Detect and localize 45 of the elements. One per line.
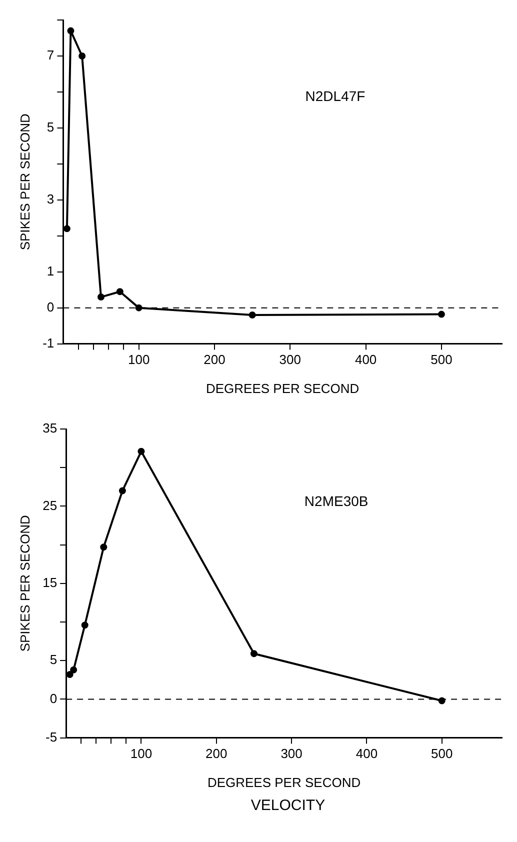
x-tick-label: 200 bbox=[206, 746, 228, 762]
y-tick-label: -5 bbox=[45, 729, 58, 744]
x-tick-label: 100 bbox=[128, 352, 150, 368]
x-tick-label: 100 bbox=[130, 746, 152, 762]
x-tick-label: 400 bbox=[354, 352, 377, 368]
point bbox=[438, 697, 446, 704]
point bbox=[438, 310, 445, 318]
point bbox=[67, 27, 74, 34]
point bbox=[63, 225, 70, 232]
y-tick-label: 0 bbox=[50, 690, 58, 706]
y-tick-label: 3 bbox=[46, 191, 54, 206]
point bbox=[248, 312, 256, 319]
x-tick-label: 500 bbox=[431, 746, 453, 762]
y-tick-label: 5 bbox=[50, 652, 58, 668]
y-tick-label: 0 bbox=[46, 299, 54, 314]
point bbox=[66, 670, 74, 678]
x-tick-label: 400 bbox=[356, 746, 378, 762]
text: VELOCITY bbox=[250, 797, 326, 814]
y-axis-title: SPIKES PER SECOND bbox=[17, 515, 32, 652]
y-tick-label: -1 bbox=[42, 335, 54, 350]
y-tick-label: 7 bbox=[46, 48, 54, 63]
x-tick-label: 300 bbox=[279, 352, 301, 368]
point bbox=[70, 666, 78, 674]
x-axis-title: DEGREES PER SECOND bbox=[207, 774, 361, 790]
y-tick-label: 35 bbox=[42, 420, 58, 436]
x-tick-label: 300 bbox=[280, 746, 302, 762]
y-tick-label: 5 bbox=[46, 120, 54, 135]
annotation: N2DL47F bbox=[305, 88, 366, 104]
point bbox=[116, 288, 124, 296]
point bbox=[78, 52, 86, 60]
y-tick-label: 15 bbox=[42, 574, 58, 590]
point bbox=[118, 487, 126, 494]
y-tick-label: 1 bbox=[46, 263, 54, 278]
x-tick-label: 500 bbox=[430, 352, 452, 368]
point bbox=[100, 544, 108, 551]
y-tick-label: 25 bbox=[42, 498, 58, 513]
x-tick-label: 200 bbox=[204, 352, 226, 368]
y-axis-title: SPIKES PER SECOND bbox=[17, 114, 32, 250]
annotation: N2ME30B bbox=[304, 493, 368, 510]
x-axis-title: DEGREES PER SECOND bbox=[206, 380, 360, 396]
point bbox=[81, 622, 88, 629]
point bbox=[97, 294, 104, 301]
point bbox=[250, 650, 258, 658]
point bbox=[138, 448, 145, 455]
point bbox=[135, 304, 142, 312]
